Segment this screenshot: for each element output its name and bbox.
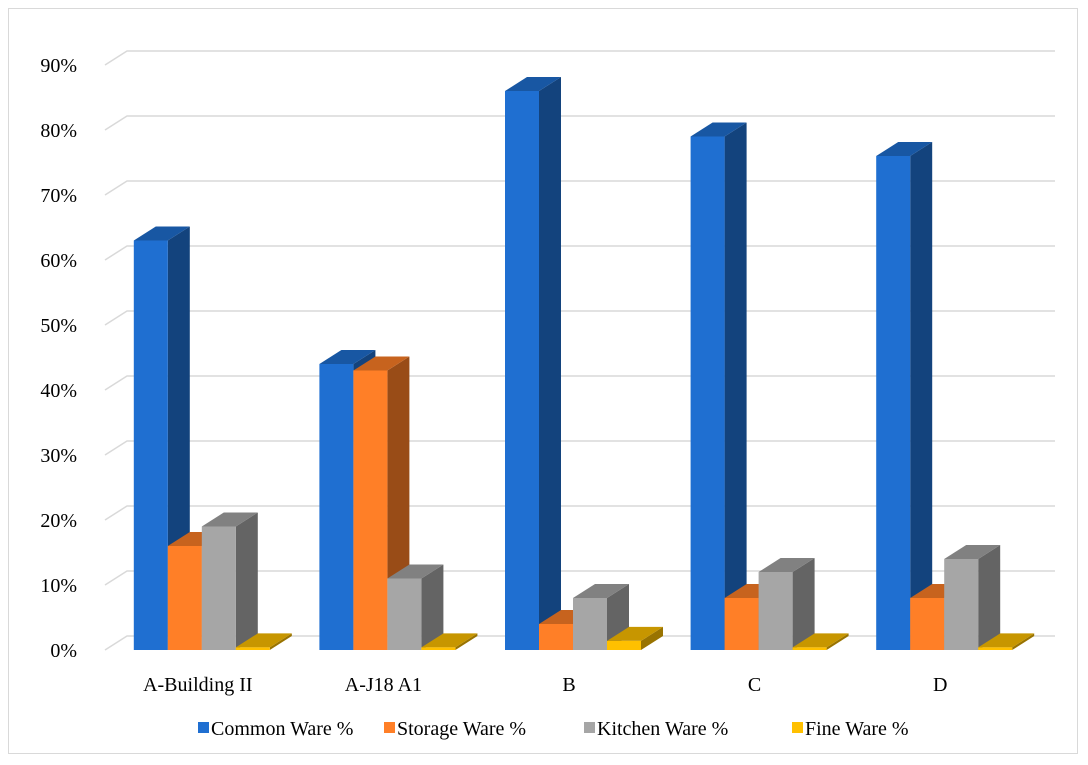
bar: [387, 564, 444, 650]
x-axis-category-labels: A-Building II A-J18 A1 B C D: [143, 674, 947, 696]
x-category-label: D: [933, 674, 947, 696]
legend-item: Kitchen Ware %: [584, 718, 728, 740]
x-category-label: B: [562, 674, 575, 696]
x-category-label: C: [748, 674, 761, 696]
y-tick-label: 80%: [40, 120, 77, 142]
bar: [792, 633, 849, 650]
bar: [235, 633, 292, 650]
y-tick-label: 40%: [40, 380, 77, 402]
bar: [758, 558, 815, 650]
y-tick-label: 50%: [40, 315, 77, 337]
legend-item: Common Ware %: [198, 718, 353, 740]
y-tick-label: 30%: [40, 445, 77, 467]
bar: [978, 633, 1035, 650]
legend-swatch: [198, 722, 209, 733]
bar: [421, 633, 478, 650]
y-tick-label: 10%: [40, 575, 77, 597]
legend-swatch: [792, 722, 803, 733]
bar: [505, 77, 561, 650]
bar: [690, 122, 747, 650]
legend-swatch: [384, 722, 395, 733]
chart-svg: 0% 10% 20% 30% 40% 50% 60% 70% 80% 90% A-Building…: [40, 50, 1055, 740]
legend: Common Ware % Storage Ware % Kitchen Ware …: [198, 718, 909, 740]
y-axis-tick-labels: 0% 10% 20% 30% 40% 50% 60% 70% 80% 90%: [40, 55, 77, 662]
legend-label: Kitchen Ware %: [597, 718, 728, 740]
y-tick-label: 0%: [50, 640, 77, 662]
y-tick-label: 20%: [40, 510, 77, 532]
y-tick-label: 90%: [40, 55, 77, 77]
x-category-label: A-J18 A1: [345, 674, 422, 696]
gridlines: [104, 50, 1055, 651]
bar: [876, 142, 933, 650]
bar: [607, 626, 663, 650]
y-tick-label: 70%: [40, 185, 77, 207]
legend-item: Fine Ware %: [792, 718, 909, 740]
legend-swatch: [584, 722, 595, 733]
gridline: [104, 115, 1055, 131]
bar: [201, 512, 258, 650]
legend-item: Storage Ware %: [384, 718, 526, 740]
y-tick-label: 60%: [40, 250, 77, 272]
legend-label: Common Ware %: [211, 718, 353, 740]
chart-frame: 0% 10% 20% 30% 40% 50% 60% 70% 80% 90% A-Building…: [8, 8, 1078, 754]
bars: [133, 77, 1035, 650]
x-category-label: A-Building II: [143, 674, 252, 696]
gridline: [104, 50, 1055, 66]
bar: [944, 545, 1001, 650]
bar: [573, 584, 629, 650]
legend-label: Fine Ware %: [805, 718, 909, 740]
legend-label: Storage Ware %: [397, 718, 526, 740]
